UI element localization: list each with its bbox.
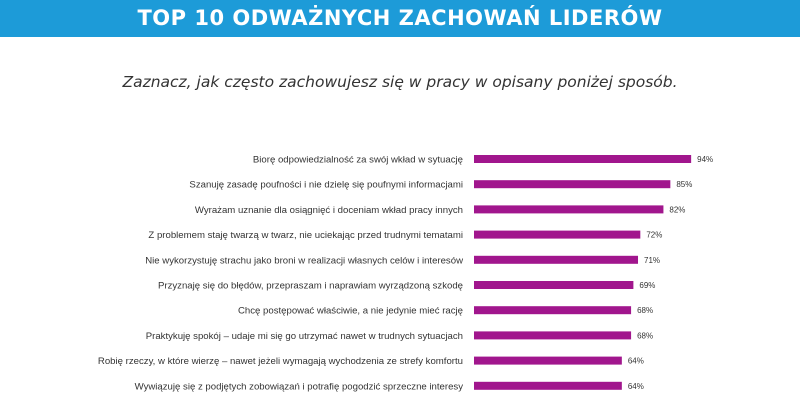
value-label: 85% xyxy=(676,180,692,189)
category-label: Wyrażam uznanie dla osiągnięć i doceniam… xyxy=(195,205,463,216)
value-label: 69% xyxy=(639,281,655,290)
value-label: 64% xyxy=(628,357,644,366)
category-label: Z problemem staję twarzą w twarz, nie uc… xyxy=(148,230,463,241)
chart-subtitle: Zaznacz, jak często zachowujesz się w pr… xyxy=(122,73,678,91)
category-label: Praktykuję spokój – udaje mi się go utrz… xyxy=(146,331,463,342)
category-label: Robię rzeczy, w które wierzę – nawet jeż… xyxy=(98,356,463,367)
value-label: 71% xyxy=(644,256,660,265)
bar xyxy=(474,381,622,390)
chart-title-banner: TOP 10 ODWAŻNYCH ZACHOWAŃ LIDERÓW xyxy=(0,0,800,37)
category-label: Wywiązuję się z podjętych zobowiązań i p… xyxy=(135,381,464,392)
value-label: 82% xyxy=(669,205,685,214)
category-label: Biorę odpowiedzialność za swój wkład w s… xyxy=(253,155,463,166)
category-label: Szanuję zasadę poufności i nie dzielę si… xyxy=(189,180,463,191)
bar xyxy=(474,331,632,340)
category-label: Chcę postępować właściwie, a nie jedynie… xyxy=(238,306,463,317)
category-label: Nie wykorzystuję strachu jako broni w re… xyxy=(145,255,463,266)
bar xyxy=(474,205,664,214)
bar xyxy=(474,255,639,264)
bar xyxy=(474,306,632,315)
bar xyxy=(474,155,692,163)
bar xyxy=(474,356,622,365)
bar xyxy=(474,230,641,239)
value-label: 64% xyxy=(628,382,644,391)
value-label: 94% xyxy=(697,155,713,164)
value-label: 68% xyxy=(637,306,653,315)
category-label: Przyznaję się do błędów, przepraszam i n… xyxy=(158,281,463,292)
bar xyxy=(474,180,671,189)
bar xyxy=(474,281,634,289)
value-label: 68% xyxy=(637,331,653,340)
value-label: 72% xyxy=(646,231,662,240)
